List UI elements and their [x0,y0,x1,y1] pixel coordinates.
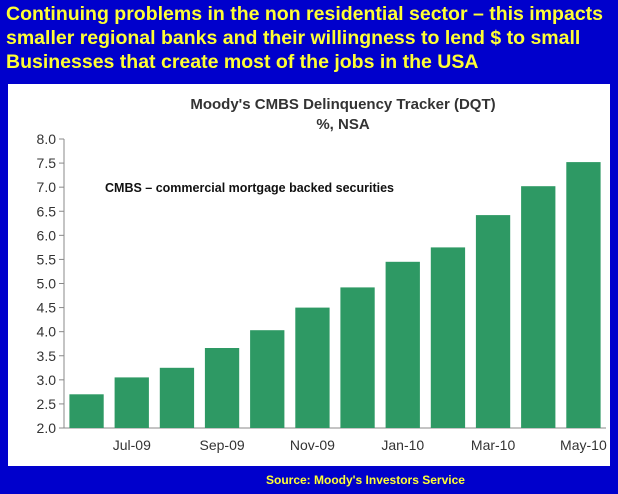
x-tick-label: Mar-10 [471,437,516,453]
x-tick-label: Jul-09 [113,437,151,453]
y-tick-label: 3.5 [37,348,57,364]
bars [69,162,601,428]
x-tick-label: May-10 [560,437,607,453]
bar-sep-09 [204,348,240,428]
bar-mar-10 [475,215,511,428]
x-tick-label: Sep-09 [200,437,245,453]
chart-subtitle: %, NSA [316,116,370,133]
bar-oct-09 [250,330,285,428]
y-tick-label: 6.0 [37,227,57,243]
bar-may-10 [566,162,601,428]
bar-aug-09 [159,367,195,428]
y-tick-label: 7.5 [37,155,57,171]
y-tick-label: 2.0 [37,420,57,436]
y-tick-label: 3.0 [37,372,57,388]
headline-line-1: Continuing problems in the non residenti… [6,3,603,25]
y-tick-label: 8.0 [37,131,57,147]
bar-apr-10 [521,186,556,428]
y-tick-label: 7.0 [37,179,57,195]
cmbs-delinquency-chart: Moody's CMBS Delinquency Tracker (DQT) %… [37,96,607,453]
source-text: Source: Moody's Investors Service [266,473,465,487]
chart-panel: Moody's CMBS Delinquency Tracker (DQT) %… [8,84,610,466]
headline-line-3: Businesses that create most of the jobs … [6,51,479,73]
bar-jun-09 [69,394,104,428]
y-tick-label: 5.0 [37,276,57,292]
bar-jul-09 [114,377,149,428]
y-tick-label: 4.0 [37,324,57,340]
bar-nov-09 [295,307,330,428]
x-tick-label: Jan-10 [381,437,424,453]
y-tick-label: 5.5 [37,251,57,267]
headline: Continuing problems in the non residenti… [6,2,612,74]
chart-title: Moody's CMBS Delinquency Tracker (DQT) [190,96,495,113]
x-axis-ticks: Jul-09 Sep-09 Nov-09 Jan-10 Mar-10 May-10 [113,437,607,453]
bar-feb-10 [430,247,466,428]
bar-jan-10 [385,261,420,428]
y-axis-ticks: 2.0 2.5 3.0 3.5 4.0 4.5 5.0 5.5 6.0 6.5 7.0 7.5 8.0 [37,131,64,436]
bar-dec-09 [340,287,375,428]
y-tick-label: 2.5 [37,396,57,412]
x-tick-label: Nov-09 [290,437,335,453]
chart-annotation: CMBS – commercial mortgage backed securi… [105,181,394,195]
y-tick-label: 4.5 [37,300,57,316]
headline-line-2: smaller regional banks and their willing… [6,27,581,49]
y-tick-label: 6.5 [37,203,57,219]
